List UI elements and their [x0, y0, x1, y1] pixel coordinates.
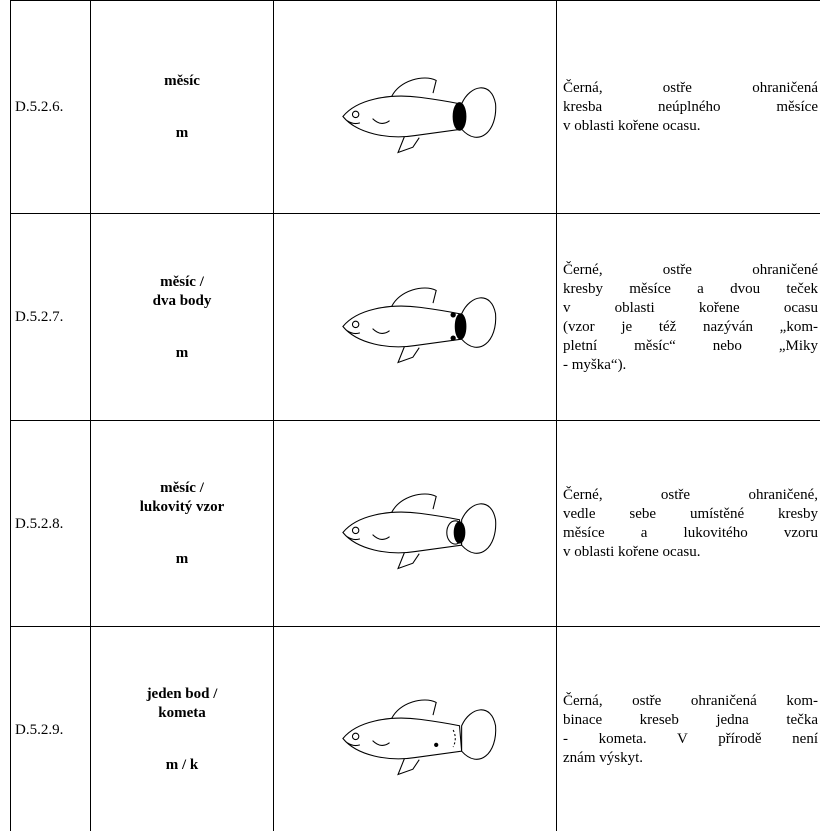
fish-drawing: [342, 699, 497, 776]
description-line: měsíce a lukovitého vzoru: [563, 525, 818, 541]
fish-drawing: [342, 493, 497, 570]
table-row: D.5.2.7. měsíc / dva body m Černé, ostře ohr…: [10, 213, 820, 421]
abbreviation: m: [175, 344, 189, 361]
description-line: v oblasti kořene ocasu.: [563, 544, 701, 560]
description-line: binace kreseb jedna tečka: [563, 712, 818, 728]
code-cell: D.5.2.8.: [11, 421, 91, 627]
fish-drawing: [342, 76, 497, 153]
description-line: kresba neúplného měsíce: [563, 99, 818, 115]
description-line: Černé, ostře ohraničené,: [563, 487, 818, 503]
description-line: vedle sebe umístěné kresby: [563, 506, 818, 522]
description-line: v oblasti kořene ocasu: [563, 299, 818, 316]
picture-cell: [274, 214, 557, 421]
description-line: znám výskyt.: [563, 750, 643, 766]
name-cell: měsíc / dva body m: [91, 214, 274, 421]
name-line: lukovitý vzor: [139, 499, 225, 515]
code-cell: D.5.2.6.: [11, 1, 91, 214]
abbreviation: m / k: [165, 757, 199, 773]
name-line: kometa: [158, 705, 206, 721]
fish-drawing: [342, 286, 497, 363]
name-line: měsíc: [164, 73, 200, 89]
description-line: pletní měsíc“ nebo „Miky: [563, 337, 818, 354]
description-line: - kometa. V přírodě není: [563, 731, 818, 747]
table-row: D.5.2.6. měsíc m Černá, ostře ohraničená kre…: [10, 0, 820, 214]
picture-cell: [274, 627, 557, 831]
description: Černá, ostře ohraničená kresba neúplného …: [563, 79, 818, 136]
name-line: měsíc /: [160, 273, 204, 290]
name-line: jeden bod /: [146, 686, 218, 702]
description-cell: Černá, ostře ohraničená kresba neúplného …: [557, 1, 820, 214]
description-line: Černé, ostře ohraničené: [563, 261, 818, 278]
code-cell: D.5.2.9.: [11, 627, 91, 831]
description-line: - myška“).: [563, 356, 627, 373]
code-cell: D.5.2.7.: [11, 214, 91, 421]
description-cell: Černá, ostře ohraničená kom-binace krese…: [557, 627, 820, 831]
table-row: D.5.2.9. jeden bod / kometa m / k Černá, ost…: [10, 626, 820, 831]
name-line: měsíc /: [160, 480, 204, 496]
description-line: (vzor je též nazýván „kom-: [563, 318, 818, 335]
description-cell: Černé, ostře ohraničené, vedle sebe umíst…: [557, 421, 820, 627]
picture-cell: [274, 1, 557, 214]
description: Černé, ostře ohraničené, vedle sebe umíst…: [563, 486, 818, 562]
description-line: Černá, ostře ohraničená: [563, 80, 818, 96]
table-row: D.5.2.8. měsíc / lukovitý vzor m Černé, ostř…: [10, 420, 820, 627]
description: Černé, ostře ohraničené kresby měsíce a d…: [563, 261, 818, 375]
description-line: kresby měsíce a dvou teček: [563, 280, 818, 297]
abbreviation: m: [175, 551, 189, 567]
name-cell: jeden bod / kometa m / k: [91, 627, 274, 831]
name-line: dva body: [152, 292, 212, 309]
description-line: v oblasti kořene ocasu.: [563, 118, 701, 134]
abbreviation: m: [175, 125, 189, 141]
description-cell: Černé, ostře ohraničené kresby měsíce a d…: [557, 214, 820, 421]
name-cell: měsíc m: [91, 1, 274, 214]
description-line: Černá, ostře ohraničená kom-: [563, 693, 818, 709]
description: Černá, ostře ohraničená kom-binace krese…: [563, 692, 818, 768]
name-cell: měsíc / lukovitý vzor m: [91, 421, 274, 627]
picture-cell: [274, 421, 557, 627]
